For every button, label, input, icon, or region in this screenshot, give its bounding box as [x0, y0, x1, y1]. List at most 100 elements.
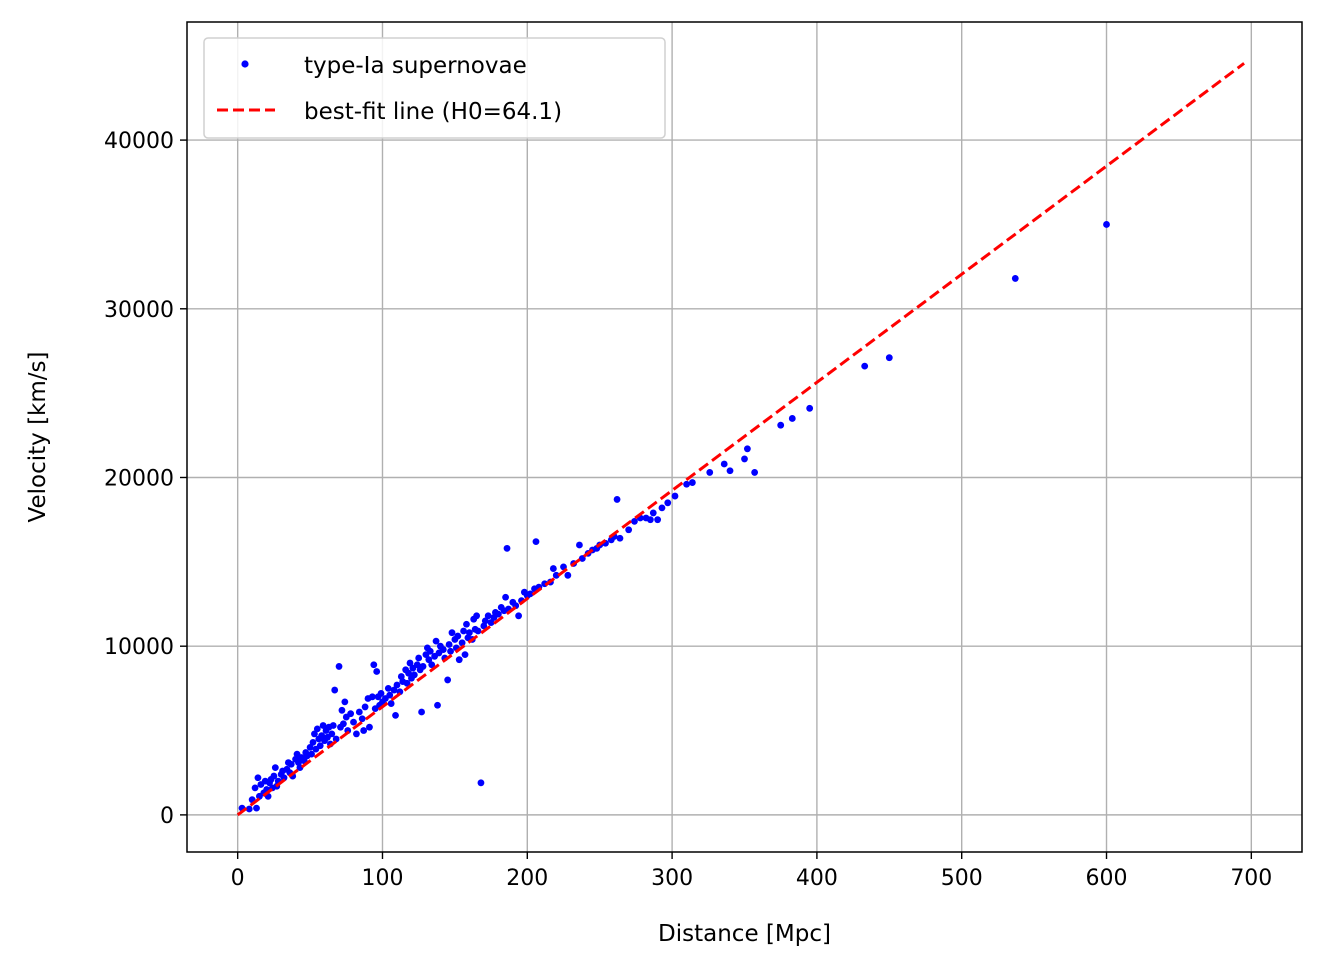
- data-point: [413, 661, 421, 669]
- data-point: [287, 760, 295, 768]
- plot-frame: [186, 21, 1303, 853]
- plot-series: [236, 62, 1245, 817]
- x-tick-label: 300: [651, 866, 693, 891]
- data-point: [406, 659, 414, 667]
- data-point: [392, 711, 399, 719]
- data-point: [355, 708, 363, 716]
- data-point: [448, 629, 456, 637]
- data-point: [358, 715, 366, 723]
- data-point: [463, 620, 470, 628]
- data-point: [253, 804, 260, 812]
- y-tick-label: 0: [160, 804, 174, 829]
- data-point: [377, 690, 385, 697]
- data-point: [683, 480, 690, 488]
- data-point: [309, 738, 317, 746]
- data-point: [245, 805, 253, 813]
- data-point: [788, 415, 796, 422]
- data-point: [339, 720, 347, 728]
- data-point: [308, 750, 315, 758]
- data-point: [332, 735, 340, 743]
- data-point: [329, 722, 337, 729]
- data-point: [477, 779, 485, 787]
- data-point: [515, 612, 523, 620]
- data-point: [664, 499, 672, 507]
- data-point: [613, 496, 621, 503]
- data-point: [313, 725, 321, 733]
- data-point: [473, 612, 481, 620]
- data-point: [384, 684, 392, 692]
- data-point: [454, 632, 462, 640]
- best-fit-line: [236, 62, 1245, 817]
- data-point: [311, 730, 318, 738]
- y-tick-label: 20000: [104, 466, 174, 491]
- data-point: [319, 722, 327, 729]
- data-point: [671, 492, 679, 500]
- x-tick-label: 700: [1230, 866, 1272, 891]
- data-point: [458, 639, 466, 647]
- data-point: [444, 676, 452, 684]
- data-point: [484, 612, 492, 620]
- y-tick-label: 10000: [104, 635, 174, 660]
- data-point: [461, 651, 469, 659]
- x-axis-label: Distance [Mpc]: [658, 921, 831, 947]
- data-point: [386, 691, 394, 699]
- data-point: [419, 663, 427, 670]
- data-point: [625, 526, 633, 534]
- data-point: [353, 730, 360, 738]
- data-point: [706, 469, 714, 476]
- data-point: [631, 517, 638, 525]
- data-point: [460, 627, 467, 635]
- x-tick-label: 600: [1086, 866, 1128, 891]
- data-point: [474, 627, 482, 635]
- data-point: [428, 661, 436, 669]
- data-point: [434, 701, 441, 709]
- data-point: [502, 593, 509, 601]
- data-point: [338, 706, 346, 714]
- data-point: [373, 668, 381, 675]
- data-point: [806, 404, 814, 412]
- data-point: [741, 455, 748, 463]
- legend-box: [203, 37, 666, 139]
- data-point: [861, 362, 869, 370]
- data-point: [360, 727, 368, 734]
- x-tick-label: 200: [506, 866, 548, 891]
- data-point: [751, 469, 759, 476]
- data-point: [405, 669, 412, 677]
- data-point: [743, 445, 751, 453]
- data-point: [494, 610, 502, 618]
- axis-ticks: 0 100 200 300 400 500 600 700 0 10000 20000 30000 40…: [104, 129, 1272, 891]
- legend-label-best-fit: best-fit line (H0=64.1): [304, 99, 562, 125]
- x-tick-label: 500: [941, 866, 983, 891]
- data-point: [447, 647, 454, 655]
- data-point: [341, 698, 349, 706]
- data-point: [439, 646, 447, 653]
- data-point: [350, 718, 357, 726]
- data-point: [432, 637, 440, 645]
- data-point: [415, 654, 423, 662]
- data-point: [465, 629, 473, 637]
- data-point: [481, 617, 489, 625]
- data-point: [616, 534, 624, 542]
- data-point: [306, 744, 314, 751]
- data-point: [576, 541, 583, 549]
- y-axis-label: Velocity [km/s]: [25, 352, 51, 523]
- y-tick-label: 30000: [104, 298, 174, 323]
- grid: [187, 22, 1302, 852]
- data-point: [335, 663, 343, 670]
- data-point: [316, 742, 324, 750]
- data-point: [726, 467, 734, 475]
- data-point: [646, 516, 654, 524]
- data-point: [370, 661, 378, 669]
- data-point: [387, 700, 395, 707]
- data-point: [366, 723, 373, 731]
- data-point: [445, 641, 453, 648]
- data-point: [331, 686, 339, 694]
- legend: type-Ia supernovae best-fit line (H0=64.…: [203, 37, 666, 139]
- data-point: [410, 671, 418, 679]
- data-point: [418, 708, 425, 716]
- data-point: [487, 619, 495, 626]
- data-point: [1103, 221, 1110, 228]
- data-point: [390, 686, 398, 694]
- data-point: [318, 732, 326, 739]
